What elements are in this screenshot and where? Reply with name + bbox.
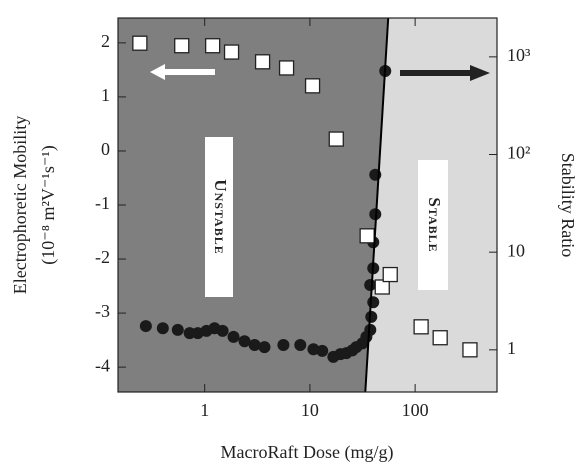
square-point — [432, 330, 448, 346]
y2-tick-label: 10² — [507, 143, 530, 163]
square-point — [174, 38, 190, 54]
boundary-line — [364, 17, 390, 393]
square-point — [382, 266, 398, 283]
x-axis-title: MacroRaft Dose (mg/g) — [221, 442, 394, 463]
square-point — [132, 35, 148, 51]
unstable-region — [118, 18, 389, 392]
circle-point — [367, 296, 380, 309]
circle-point — [277, 338, 290, 351]
y2-tick-label: 10³ — [507, 45, 531, 65]
x-tick-label: 100 — [402, 400, 429, 420]
y-axis-title: Electrophoretic Mobility — [10, 116, 30, 294]
circle-point — [258, 341, 271, 354]
y-tick-label: -1 — [95, 193, 110, 213]
square-point — [254, 54, 271, 70]
y2-axis-title: Stability Ratio — [558, 153, 578, 258]
square-point — [328, 131, 344, 147]
circle-point — [294, 338, 307, 351]
y-tick-label: 2 — [101, 31, 110, 51]
circle-point — [216, 324, 229, 337]
circle-point — [248, 338, 261, 351]
circle-point — [171, 323, 184, 336]
y-tick-label: 1 — [101, 85, 110, 105]
square-point — [278, 60, 295, 76]
annotation: Unstable — [211, 179, 230, 254]
annotation-box — [205, 137, 233, 297]
y-tick-label: -2 — [95, 247, 110, 267]
y-tick-label: -3 — [95, 301, 110, 321]
circle-point — [365, 310, 378, 323]
annotation: Stable — [425, 197, 444, 252]
marks — [132, 17, 478, 393]
y2-tick-label: 1 — [507, 338, 516, 358]
y-tick-label: -4 — [95, 355, 110, 375]
circle-point — [364, 278, 377, 291]
circle-point — [139, 320, 152, 333]
circle-point — [316, 344, 329, 357]
square-point — [204, 38, 221, 54]
annotation-box — [418, 160, 448, 290]
square-point — [413, 319, 429, 335]
right-axis-arrow — [400, 65, 490, 81]
x-tick-label: 10 — [301, 400, 319, 420]
circle-point — [156, 322, 169, 335]
circle-point — [227, 330, 240, 343]
y-axis-units: (10⁻⁸ m²V⁻¹s⁻¹) — [38, 145, 59, 264]
square-point — [223, 44, 240, 60]
square-point — [374, 279, 390, 295]
circle-point — [238, 335, 251, 348]
y-tick-label: 0 — [101, 139, 110, 159]
left-axis-arrow — [150, 64, 215, 80]
y2-tick-label: 10 — [507, 240, 525, 260]
circle-point — [364, 323, 377, 336]
square-point — [359, 228, 375, 244]
square-point — [462, 342, 478, 358]
x-tick-label: 1 — [200, 400, 209, 420]
square-point — [304, 78, 321, 94]
